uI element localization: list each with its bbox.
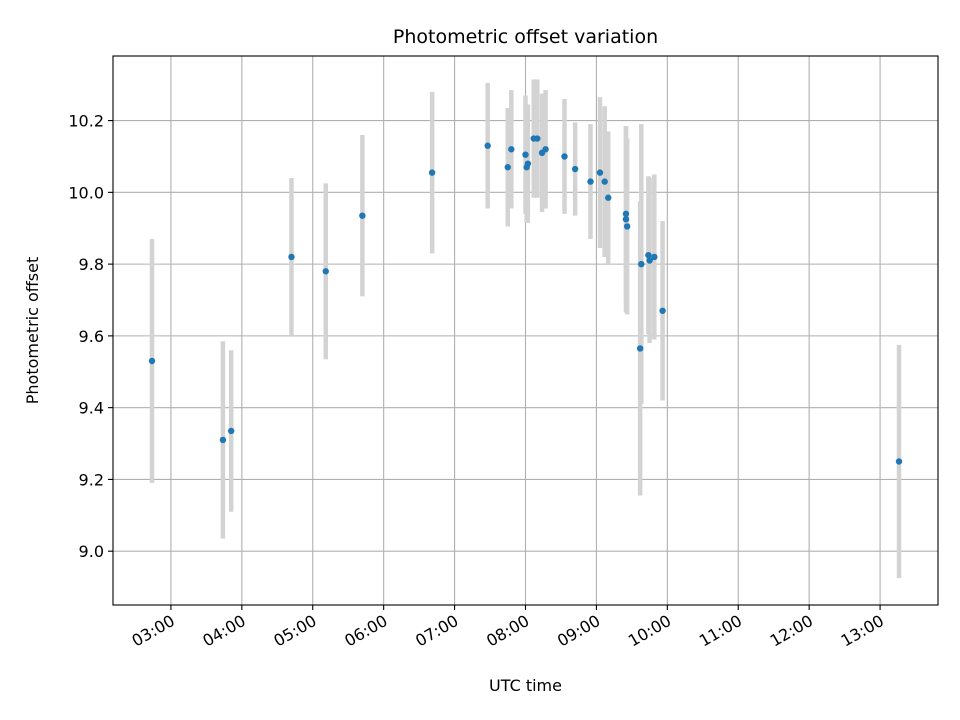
data-point bbox=[148, 357, 156, 365]
data-point bbox=[601, 178, 608, 185]
data-point bbox=[359, 212, 366, 219]
data-point bbox=[622, 210, 630, 218]
y-tick-label: 9.0 bbox=[79, 542, 104, 561]
data-points bbox=[148, 135, 903, 465]
data-point bbox=[561, 153, 568, 160]
x-tick-label: 06:00 bbox=[341, 611, 390, 651]
x-tick-label: 08:00 bbox=[483, 611, 532, 651]
data-point bbox=[484, 142, 491, 149]
y-axis-label: Photometric offset bbox=[23, 257, 42, 405]
x-tick-label: 04:00 bbox=[199, 611, 248, 651]
data-point bbox=[428, 169, 436, 176]
x-tick-label: 07:00 bbox=[412, 611, 461, 651]
x-tick-label: 05:00 bbox=[270, 611, 319, 651]
data-point bbox=[219, 436, 227, 444]
data-point bbox=[659, 307, 666, 314]
data-point bbox=[587, 178, 594, 185]
x-axis-label: UTC time bbox=[489, 676, 562, 695]
data-point bbox=[322, 268, 329, 275]
data-point bbox=[542, 146, 549, 153]
x-tick-label: 10:00 bbox=[625, 611, 674, 651]
y-tick-label: 9.8 bbox=[79, 255, 104, 274]
y-tick-label: 9.6 bbox=[79, 327, 104, 346]
data-point bbox=[622, 216, 630, 223]
x-tick-label: 09:00 bbox=[554, 611, 603, 651]
data-point bbox=[522, 151, 529, 158]
y-tick-label: 10.2 bbox=[68, 112, 104, 131]
data-point bbox=[623, 223, 631, 230]
x-tick-label: 12:00 bbox=[767, 611, 816, 651]
data-point bbox=[646, 257, 653, 264]
y-tick-label: 9.2 bbox=[79, 470, 104, 489]
data-point bbox=[508, 146, 515, 153]
data-point bbox=[227, 427, 235, 435]
x-tick-label: 11:00 bbox=[696, 611, 745, 651]
data-point bbox=[288, 253, 295, 261]
data-point bbox=[534, 135, 541, 142]
data-point bbox=[645, 251, 652, 259]
data-point bbox=[504, 164, 511, 171]
data-point bbox=[571, 165, 579, 173]
data-point bbox=[596, 169, 604, 176]
data-point bbox=[895, 458, 903, 465]
data-point bbox=[651, 253, 658, 261]
chart-title: Photometric offset variation bbox=[393, 26, 658, 48]
x-tick-label: 03:00 bbox=[128, 611, 177, 651]
data-point bbox=[636, 345, 644, 352]
x-tick-label: 13:00 bbox=[838, 611, 887, 651]
data-point bbox=[638, 260, 645, 268]
data-point bbox=[524, 160, 532, 167]
y-tick-label: 10.0 bbox=[68, 183, 104, 202]
y-tick-label: 9.4 bbox=[79, 399, 104, 418]
data-point bbox=[605, 194, 612, 201]
